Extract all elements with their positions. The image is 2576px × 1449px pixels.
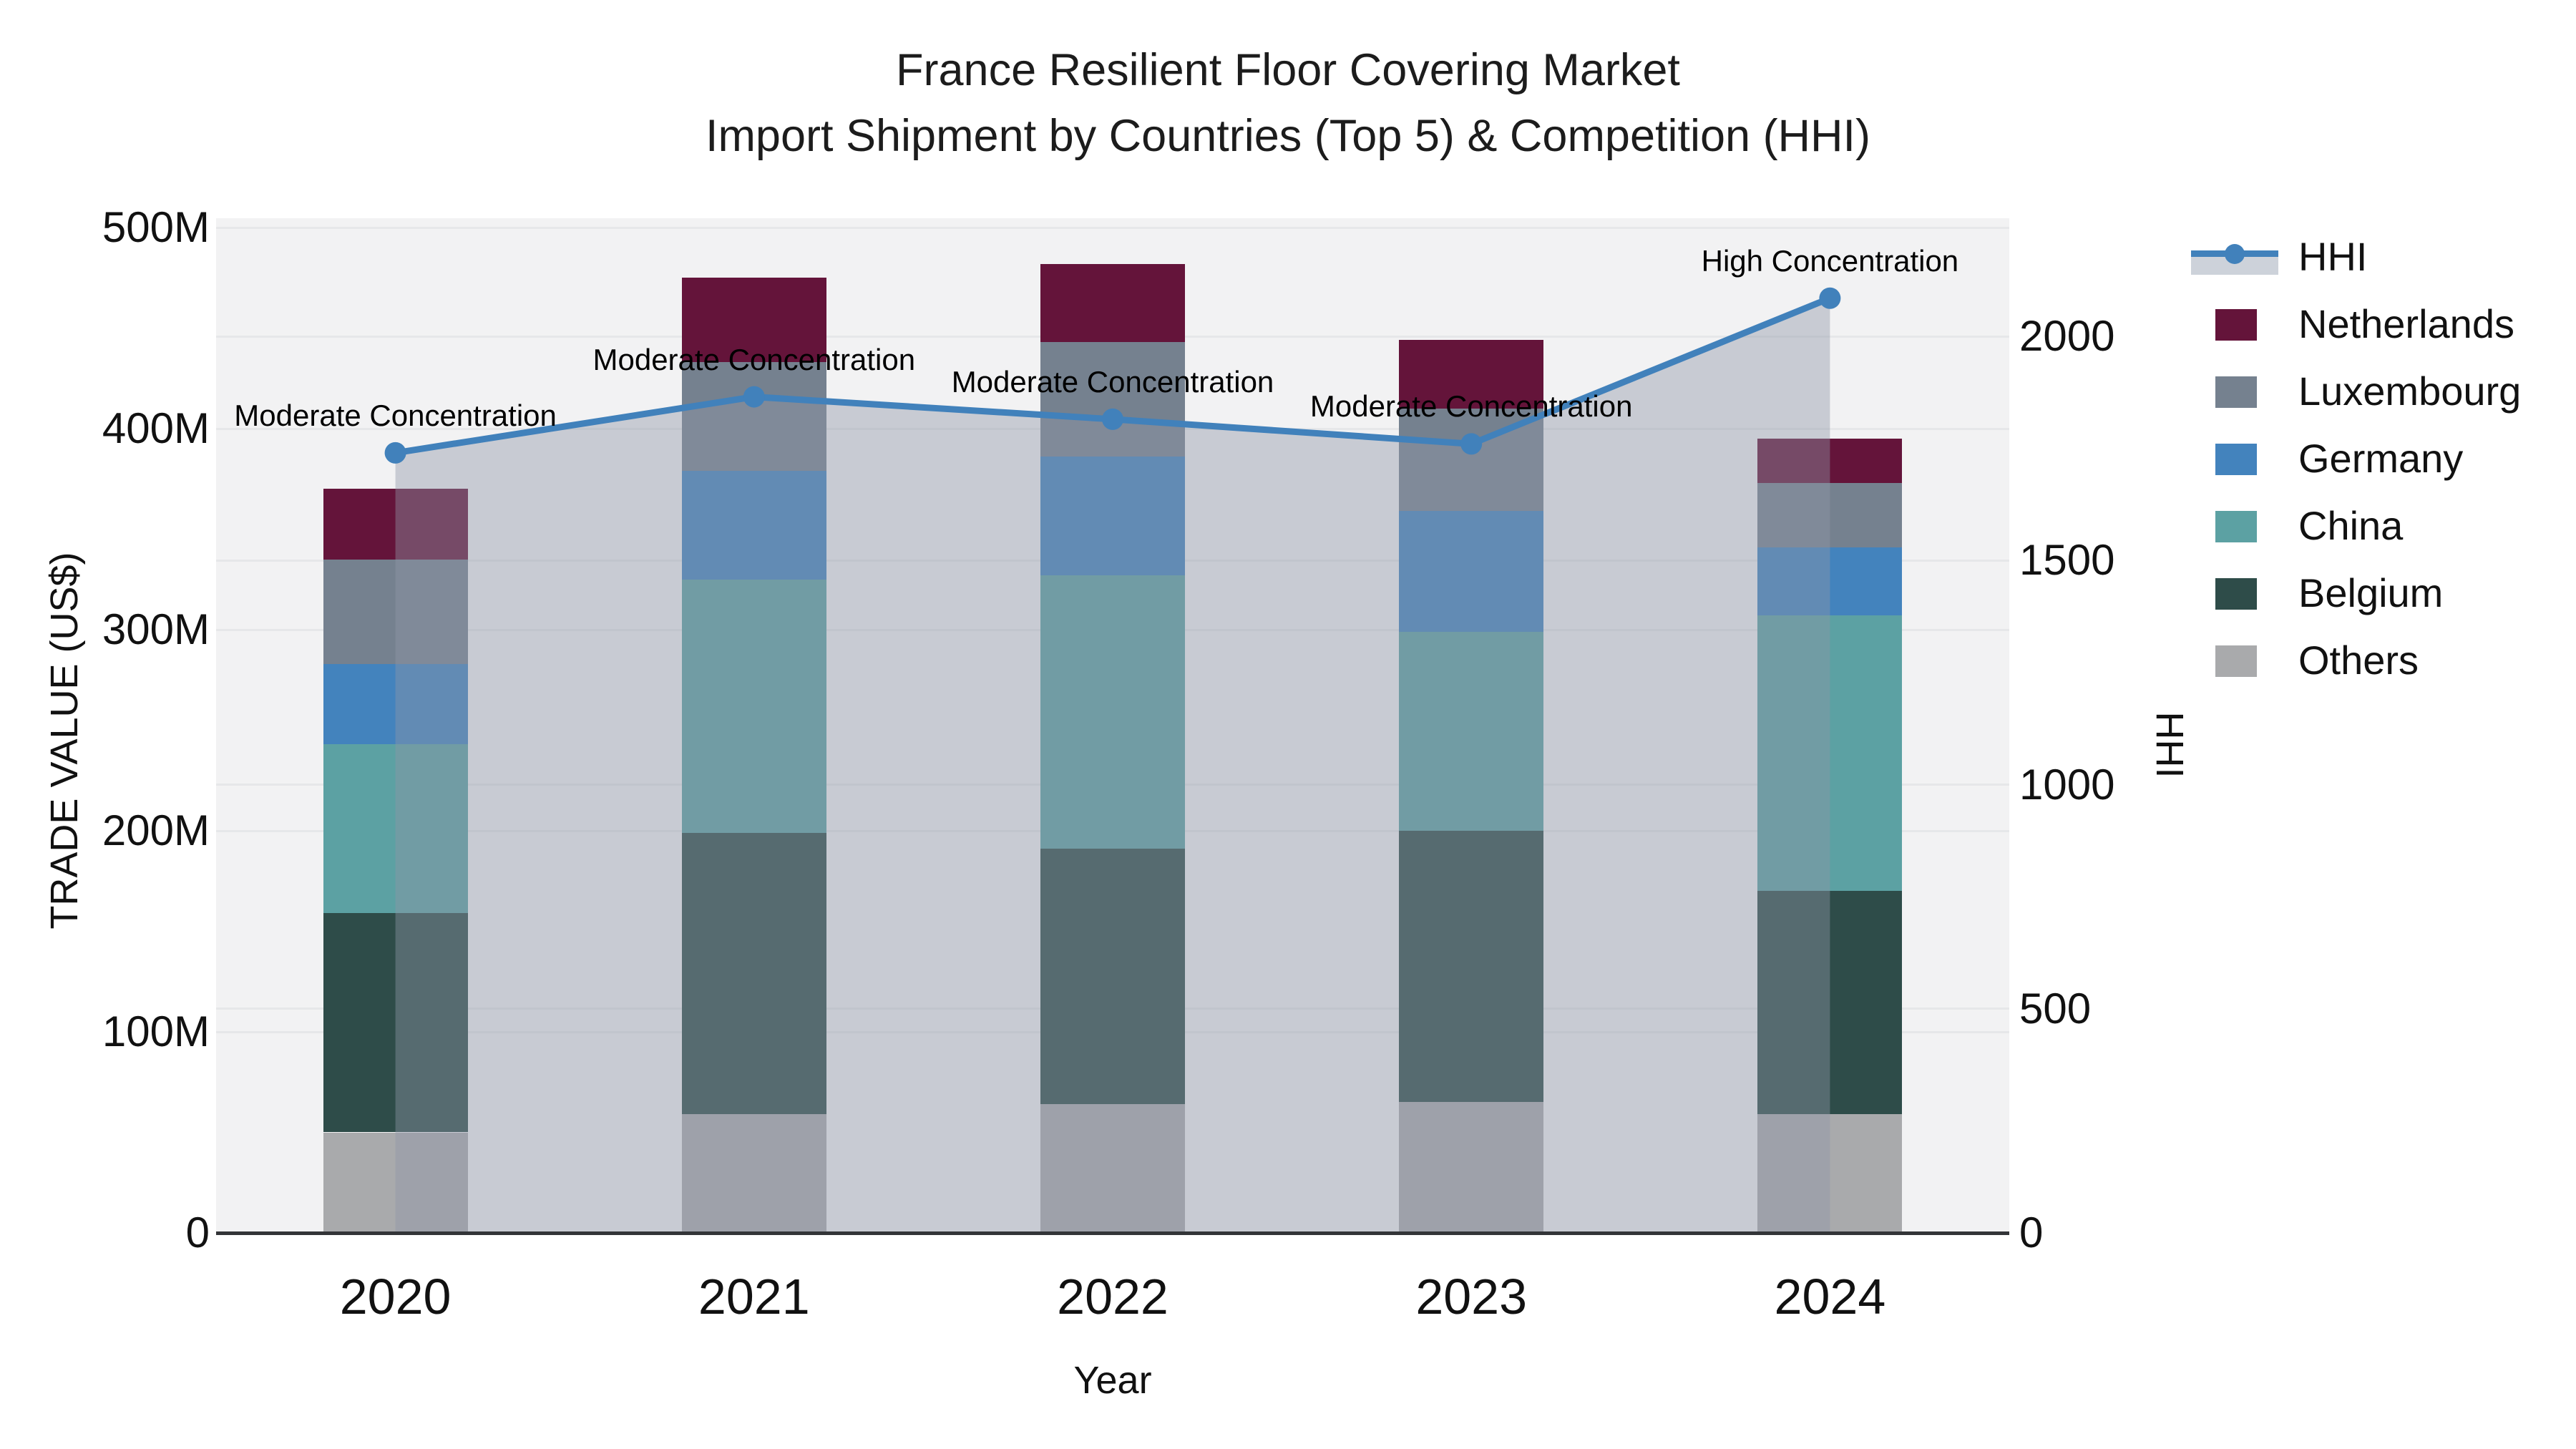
bar-segment-luxembourg-2021 [681, 362, 826, 471]
bar-segment-netherlands-2020 [323, 489, 468, 560]
legend-item-germany: Germany [2191, 432, 2463, 484]
hhi-marker-icon [2225, 244, 2245, 264]
bar-segment-china-2022 [1040, 575, 1185, 849]
bar-segment-china-2024 [1757, 615, 1903, 892]
legend-handle-china [2191, 502, 2278, 548]
legend-label-china: China [2298, 502, 2404, 548]
bar-segment-others-2020 [323, 1132, 468, 1233]
legend-label-hhi: HHI [2298, 233, 2368, 279]
legend-label-others: Others [2298, 637, 2419, 683]
bar-segment-luxembourg-2022 [1040, 342, 1185, 457]
x-tick-2022: 2022 [1057, 1269, 1169, 1324]
bar-segment-others-2023 [1399, 1102, 1544, 1233]
x-tick-2023: 2023 [1415, 1269, 1528, 1324]
bar-segment-netherlands-2022 [1040, 263, 1185, 343]
legend-item-china: China [2191, 499, 2403, 551]
legend-handle-belgium [2191, 570, 2278, 615]
legend-swatch-china [2215, 511, 2257, 542]
bar-segment-others-2022 [1040, 1104, 1185, 1233]
x-tick-2024: 2024 [1774, 1269, 1886, 1324]
y-axis-left-title: TRADE VALUE (US$) [43, 552, 86, 930]
legend-item-others: Others [2191, 634, 2419, 686]
bar-segment-belgium-2020 [323, 913, 468, 1133]
bar-segment-china-2021 [681, 579, 826, 833]
legend-swatch-others [2215, 645, 2257, 677]
legend-label-netherlands: Netherlands [2298, 301, 2514, 346]
bar-segment-luxembourg-2023 [1399, 408, 1544, 512]
legend-item-belgium: Belgium [2191, 567, 2443, 618]
legend-swatch-luxembourg [2215, 376, 2257, 408]
bar-segment-china-2023 [1399, 631, 1544, 831]
annotation-2022: Moderate Concentration [951, 364, 1274, 399]
bar-segment-netherlands-2024 [1757, 439, 1903, 483]
x-tick-2020: 2020 [339, 1269, 452, 1324]
y-right-tick-2000: 2000 [2019, 312, 2115, 360]
annotation-2023: Moderate Concentration [1309, 389, 1633, 424]
y-right-tick-1500: 1500 [2019, 536, 2115, 585]
bar-segment-germany-2020 [323, 663, 468, 745]
bar-segment-germany-2023 [1399, 511, 1544, 632]
y-left-tick-0: 0 [185, 1209, 210, 1257]
legend-handle-others [2191, 637, 2278, 683]
bar-segment-belgium-2021 [681, 832, 826, 1115]
chart-title-line1: France Resilient Floor Covering Market [896, 45, 1680, 95]
y-right-tick-500: 500 [2019, 984, 2092, 1033]
x-axis-title: Year [1073, 1359, 1152, 1402]
y-left-tick-300M: 300M [102, 605, 210, 653]
bar-segment-luxembourg-2020 [323, 559, 468, 664]
bar-segment-belgium-2022 [1040, 849, 1185, 1105]
legend-label-belgium: Belgium [2298, 570, 2444, 615]
chart-title: France Resilient Floor Covering Market I… [0, 37, 2576, 169]
legend-swatch-germany [2215, 444, 2257, 475]
annotation-2024: High Concentration [1701, 243, 1959, 278]
bar-segment-luxembourg-2024 [1757, 482, 1903, 547]
y-left-tick-500M: 500M [102, 203, 210, 251]
y-right-tick-1000: 1000 [2019, 760, 2115, 809]
bar-segment-germany-2021 [681, 471, 826, 580]
legend-item-luxembourg: Luxembourg [2191, 365, 2521, 416]
bar-segment-belgium-2023 [1399, 831, 1544, 1103]
chart-title-line2: Import Shipment by Countries (Top 5) & C… [705, 111, 1871, 161]
y-left-tick-200M: 200M [102, 806, 210, 854]
legend-handle-luxembourg [2191, 368, 2278, 414]
legend-handle-germany [2191, 435, 2278, 481]
y-left-tick-400M: 400M [102, 404, 210, 452]
x-axis-line [216, 1231, 2009, 1235]
legend-handle-hhi [2191, 233, 2278, 279]
x-tick-2021: 2021 [698, 1269, 810, 1324]
legend-label-germany: Germany [2298, 435, 2464, 481]
legend-swatch-belgium [2215, 578, 2257, 610]
legend-item-hhi: HHI [2191, 230, 2367, 282]
gridline-left-500M [216, 226, 2009, 229]
bar-segment-belgium-2024 [1757, 891, 1903, 1115]
legend-handle-netherlands [2191, 301, 2278, 346]
y-axis-right-title: HHI [2148, 711, 2191, 779]
legend-swatch-netherlands [2215, 309, 2257, 341]
bar-segment-others-2024 [1757, 1114, 1903, 1233]
y-left-tick-100M: 100M [102, 1008, 210, 1055]
bar-segment-germany-2024 [1757, 547, 1903, 616]
annotation-2021: Moderate Concentration [592, 342, 916, 376]
bar-segment-others-2021 [681, 1114, 826, 1233]
y-right-tick-0: 0 [2019, 1209, 2044, 1257]
legend-label-luxembourg: Luxembourg [2298, 368, 2522, 414]
bar-segment-germany-2022 [1040, 457, 1185, 576]
bar-segment-china-2020 [323, 744, 468, 914]
annotation-2020: Moderate Concentration [234, 398, 557, 432]
legend-item-netherlands: Netherlands [2191, 298, 2514, 349]
